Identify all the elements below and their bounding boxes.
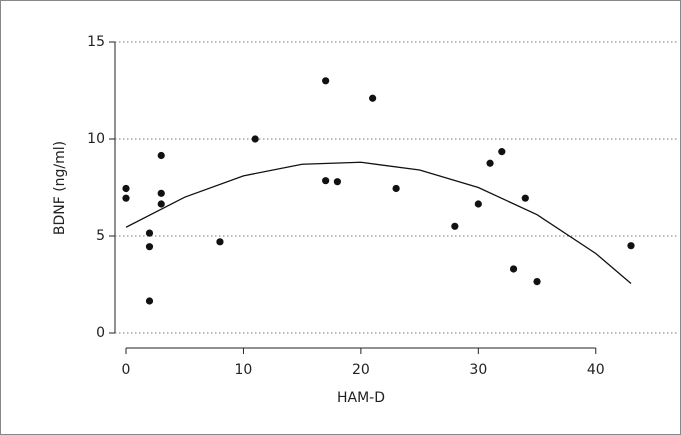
point <box>145 297 154 305</box>
y-tick-label: 5 <box>96 228 105 244</box>
x-tick-label: 20 <box>352 362 370 378</box>
point <box>322 177 330 185</box>
point <box>486 159 494 167</box>
x-tick-label: 10 <box>235 362 253 378</box>
point <box>122 184 130 193</box>
point <box>145 229 154 237</box>
x-axis-label: HAM-D <box>337 390 385 406</box>
x-tick-label: 30 <box>469 362 487 378</box>
y-tick-label: 0 <box>96 325 105 341</box>
point <box>627 242 635 250</box>
point <box>122 194 130 202</box>
point <box>157 151 165 160</box>
point <box>474 200 482 208</box>
y-tick-label: 15 <box>87 34 105 50</box>
x-tick-label: 40 <box>587 362 605 378</box>
point <box>498 148 506 156</box>
point <box>392 184 400 193</box>
point <box>157 200 165 208</box>
point <box>251 135 259 143</box>
point <box>322 77 330 85</box>
y-axis-label: BDNF (ng/ml) <box>52 141 68 235</box>
point <box>451 222 459 230</box>
point <box>369 94 377 102</box>
fit-curve <box>125 161 632 285</box>
point <box>521 194 529 202</box>
point <box>533 277 541 286</box>
point <box>509 265 518 273</box>
point <box>157 189 165 197</box>
y-tick-label: 10 <box>87 131 105 147</box>
point <box>145 243 154 251</box>
x-tick-label: 0 <box>122 362 131 378</box>
point <box>333 178 341 186</box>
point <box>216 238 224 246</box>
